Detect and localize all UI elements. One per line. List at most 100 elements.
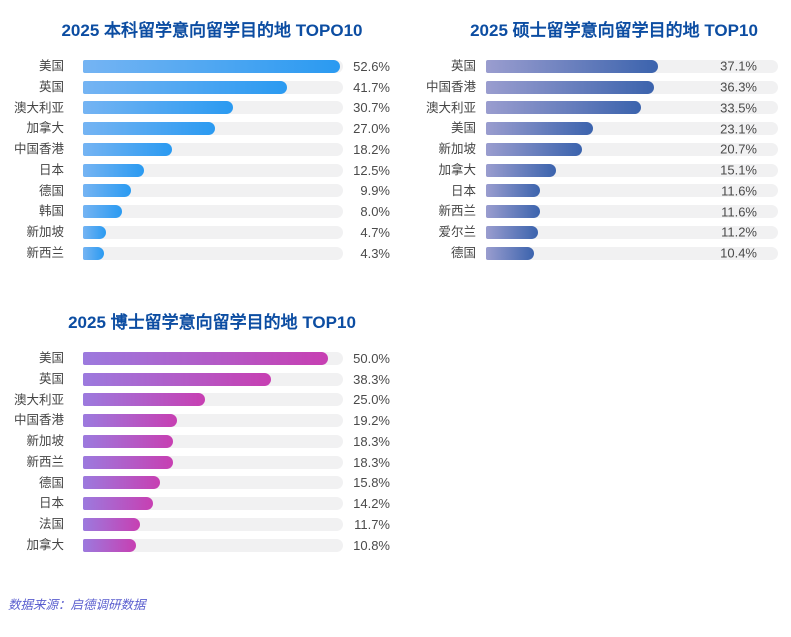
bar-track: 11.6% xyxy=(486,183,778,199)
bar-row: 英国 41.7% xyxy=(5,77,391,98)
value-bar xyxy=(486,122,594,136)
bar-row: 澳大利亚 25.0% xyxy=(5,390,391,411)
category-label: 日本 xyxy=(38,496,64,511)
category-label: 中国香港 xyxy=(13,142,64,157)
value-label: 23.1% xyxy=(720,121,757,137)
value-label: 11.7% xyxy=(354,516,390,532)
category-label: 日本 xyxy=(38,162,64,177)
bar-track xyxy=(83,80,343,94)
bar-track xyxy=(83,434,343,448)
bar-track xyxy=(83,414,343,428)
bar-row: 加拿大 27.0% xyxy=(5,118,391,139)
value-label: 10.4% xyxy=(720,245,757,261)
category-label: 加拿大 xyxy=(438,162,476,177)
category-label: 加拿大 xyxy=(26,537,64,552)
value-bar xyxy=(486,142,582,156)
bar-row: 加拿大 15.1% xyxy=(425,160,785,181)
value-bar xyxy=(83,205,123,219)
category-label: 新加坡 xyxy=(438,142,476,157)
value-bar xyxy=(83,434,173,448)
category-label: 德国 xyxy=(450,245,476,260)
bar-track xyxy=(83,538,343,552)
bar-row: 英国 38.3% xyxy=(5,369,391,390)
value-label: 50.0% xyxy=(353,350,390,366)
value-label: 9.9% xyxy=(360,183,390,199)
value-bar xyxy=(83,225,106,239)
bar-track xyxy=(83,351,343,365)
bar-row: 韩国 8.0% xyxy=(5,201,391,222)
value-bar xyxy=(83,476,161,490)
category-label: 法国 xyxy=(38,517,64,532)
bar-track xyxy=(83,497,343,511)
value-bar xyxy=(486,80,655,94)
bar-track xyxy=(83,163,343,177)
value-label: 18.3% xyxy=(353,433,390,449)
bar-row: 中国香港 36.3% xyxy=(425,77,785,98)
bar-track: 20.7% xyxy=(486,141,778,157)
bar-track xyxy=(83,101,343,115)
bar-row: 德国 10.4% xyxy=(425,243,785,264)
category-label: 新西兰 xyxy=(26,454,64,469)
category-label: 中国香港 xyxy=(13,413,64,428)
value-bar xyxy=(83,517,141,531)
bar-track xyxy=(83,142,343,156)
bar-row: 新西兰 4.3% xyxy=(5,243,391,264)
value-bar xyxy=(83,372,271,386)
bar-row: 加拿大 10.8% xyxy=(5,535,391,556)
bar-row: 中国香港 19.2% xyxy=(5,410,391,431)
value-label: 11.2% xyxy=(721,224,757,240)
value-label: 19.2% xyxy=(353,413,390,429)
bar-track xyxy=(83,455,343,469)
category-label: 新西兰 xyxy=(438,204,476,219)
category-label: 新西兰 xyxy=(26,245,64,260)
bar-track xyxy=(83,246,343,260)
value-label: 14.2% xyxy=(353,496,390,512)
category-label: 英国 xyxy=(38,79,64,94)
bar-rows-bachelor: 美国 52.6% 英国 41.7% 澳大利亚 30.7% 加拿大 27.0% 中国香港 18.2%… xyxy=(5,56,391,264)
category-label: 爱尔兰 xyxy=(438,225,476,240)
value-bar xyxy=(83,455,173,469)
value-label: 10.8% xyxy=(353,537,390,553)
category-label: 澳大利亚 xyxy=(13,100,64,115)
chart-title-master: 2025 硕士留学意向留学目的地 TOP10 xyxy=(470,21,758,40)
value-bar xyxy=(83,163,145,177)
value-bar xyxy=(486,246,535,260)
bar-track: 11.6% xyxy=(486,204,778,220)
bar-row: 德国 9.9% xyxy=(5,181,391,202)
value-label: 8.0% xyxy=(360,204,390,220)
value-label: 27.0% xyxy=(353,121,390,137)
bar-track xyxy=(83,476,343,490)
value-label: 4.7% xyxy=(360,224,390,240)
bar-track xyxy=(83,59,343,73)
value-label: 33.5% xyxy=(720,100,757,116)
value-label: 11.6% xyxy=(721,204,757,220)
bar-track xyxy=(83,517,343,531)
value-label: 15.1% xyxy=(720,162,757,178)
value-bar xyxy=(83,414,177,428)
category-label: 德国 xyxy=(38,475,64,490)
bar-row: 德国 15.8% xyxy=(5,473,391,494)
bar-track xyxy=(83,205,343,219)
value-bar xyxy=(486,101,642,115)
value-label: 52.6% xyxy=(353,58,390,74)
category-label: 美国 xyxy=(38,59,64,74)
value-bar xyxy=(83,142,172,156)
value-bar xyxy=(83,59,341,73)
category-label: 澳大利亚 xyxy=(425,100,476,115)
value-label: 20.7% xyxy=(720,141,757,157)
value-label: 11.6% xyxy=(721,183,757,199)
value-label: 25.0% xyxy=(353,392,390,408)
value-bar xyxy=(83,351,328,365)
bar-track: 36.3% xyxy=(486,80,778,94)
bar-rows-master: 英国 37.1% 中国香港 36.3% 澳大利亚 33.5% 美国 23.1% 新加坡 20.7%… xyxy=(425,56,785,264)
value-bar xyxy=(83,184,132,198)
category-label: 新加坡 xyxy=(26,225,64,240)
bar-row: 澳大利亚 33.5% xyxy=(425,98,785,119)
value-bar xyxy=(83,497,153,511)
bar-row: 美国 50.0% xyxy=(5,348,391,369)
value-bar xyxy=(83,101,234,115)
value-label: 12.5% xyxy=(353,162,390,178)
value-bar xyxy=(83,80,287,94)
bar-row: 法国 11.7% xyxy=(5,514,391,535)
